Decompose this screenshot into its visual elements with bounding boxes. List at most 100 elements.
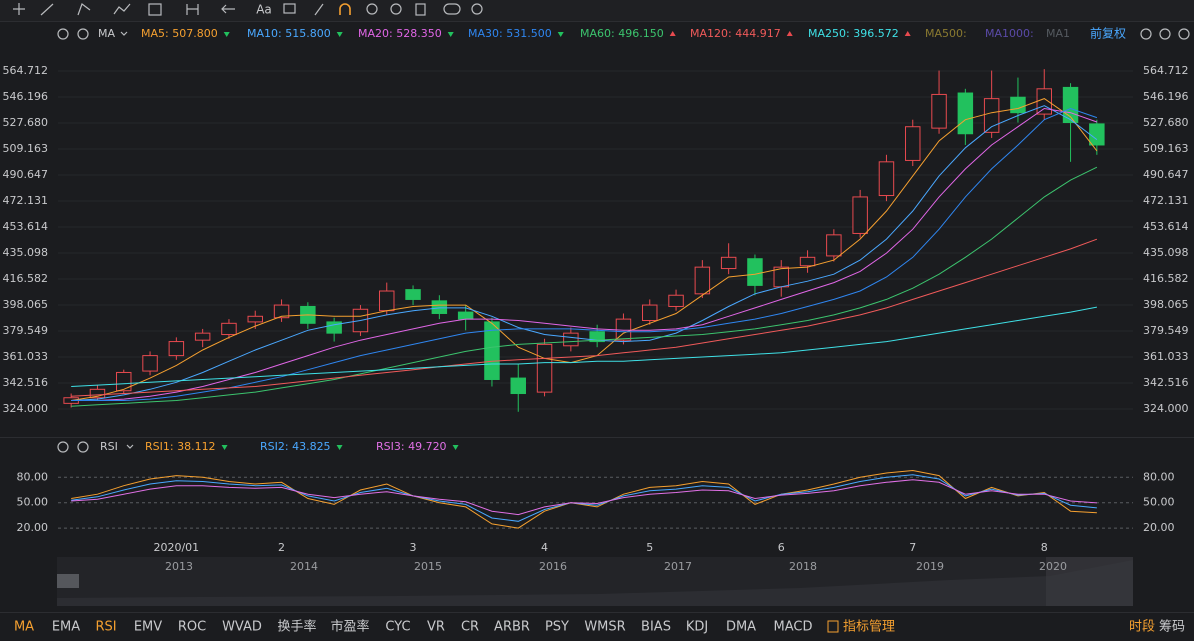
- tab[interactable]: WVAD: [222, 620, 262, 635]
- trend-arrow: [336, 32, 343, 37]
- tab[interactable]: ROC: [178, 620, 206, 635]
- tab[interactable]: EMA: [52, 620, 80, 635]
- wave-tool[interactable]: [113, 3, 131, 15]
- manage-icon: [827, 620, 839, 633]
- zoom-out[interactable]: [1159, 28, 1171, 40]
- channel-tool[interactable]: [77, 3, 91, 16]
- tab[interactable]: RSI: [95, 620, 116, 635]
- tab[interactable]: WMSR: [584, 620, 625, 635]
- trend-arrow: [223, 32, 230, 37]
- legend-entry-inactive: MA500:: [925, 27, 967, 40]
- year-label: 2015: [414, 560, 442, 573]
- tab[interactable]: DMA: [726, 620, 756, 635]
- tab[interactable]: 指标管理: [843, 620, 895, 635]
- dropdown[interactable]: [126, 444, 134, 449]
- legend-entry-inactive: MA1: [1046, 27, 1070, 40]
- series-line: [71, 105, 1098, 401]
- arrow-tool[interactable]: [221, 4, 235, 14]
- tab[interactable]: 时段: [1129, 620, 1155, 635]
- lock-tool[interactable]: [366, 3, 378, 15]
- legend-entry: MA30: 531.500: [468, 27, 552, 40]
- settings-tool[interactable]: [471, 3, 483, 15]
- crosshair-tool[interactable]: [13, 3, 25, 15]
- visibility-tool[interactable]: [390, 3, 402, 15]
- panel-close[interactable]: [77, 441, 89, 453]
- y-tick-label: 472.131: [1143, 194, 1189, 207]
- navigator-handle[interactable]: [57, 574, 79, 588]
- trend-arrow: [557, 32, 564, 37]
- panel-close[interactable]: [77, 28, 89, 40]
- legend-entry: MA20: 528.350: [358, 27, 442, 40]
- x-tick-label: 4: [541, 541, 548, 554]
- series-line: [71, 238, 1098, 397]
- tab[interactable]: 筹码: [1159, 619, 1185, 635]
- measure-tool[interactable]: [186, 4, 199, 15]
- text-tool[interactable]: Aa: [256, 3, 272, 17]
- tab[interactable]: EMV: [134, 620, 162, 635]
- panel-settings[interactable]: [57, 441, 69, 453]
- y-tick-label: 379.549: [3, 324, 49, 337]
- legend-entry: MA10: 515.800: [247, 27, 331, 40]
- note-tool[interactable]: [283, 3, 296, 14]
- y-tick-label: 509.163: [3, 142, 49, 155]
- tab[interactable]: MA: [14, 620, 34, 635]
- tab[interactable]: BIAS: [641, 620, 671, 635]
- legend-entry: MA250: 396.572: [808, 27, 899, 40]
- panel-settings[interactable]: [57, 28, 69, 40]
- y-tick-label: 80.00: [17, 470, 49, 483]
- candle-body: [326, 321, 342, 334]
- candle-body: [563, 332, 579, 347]
- delete-tool[interactable]: [415, 3, 426, 16]
- y-tick-label: 342.516: [3, 376, 49, 389]
- pen-tool[interactable]: [314, 3, 324, 16]
- tab[interactable]: 换手率: [277, 619, 316, 635]
- candle-body: [168, 341, 185, 357]
- tab[interactable]: KDJ: [686, 620, 708, 635]
- candle-body: [1010, 96, 1026, 114]
- y-tick-label: 564.712: [1143, 64, 1189, 77]
- line-tool[interactable]: [40, 3, 54, 16]
- legend-entry: MA60: 496.150: [580, 27, 664, 40]
- trend-arrow: [336, 445, 343, 450]
- series-line: [71, 166, 1098, 407]
- candle-body: [457, 311, 474, 320]
- x-tick-label: 2020/01: [153, 541, 199, 554]
- y-tick-label: 453.614: [1143, 220, 1189, 233]
- y-tick-label: 546.196: [1143, 90, 1189, 103]
- tab[interactable]: ARBR: [494, 620, 530, 635]
- tab[interactable]: MACD: [774, 620, 813, 635]
- y-tick-label: 50.00: [17, 496, 49, 509]
- year-label: 2014: [290, 560, 318, 573]
- y-tick-label: 416.582: [3, 272, 49, 285]
- tab[interactable]: CR: [461, 620, 479, 635]
- candle-body: [747, 258, 763, 286]
- tab[interactable]: CYC: [385, 620, 410, 635]
- y-tick-label: 398.065: [3, 298, 49, 311]
- candle-body: [983, 98, 1000, 133]
- dropdown[interactable]: [120, 31, 128, 36]
- magnet-tool[interactable]: [339, 3, 351, 15]
- tab[interactable]: PSY: [545, 620, 569, 635]
- panel-menu[interactable]: [1178, 28, 1190, 40]
- y-tick-label: 20.00: [17, 521, 49, 534]
- candle-body: [694, 266, 711, 295]
- adjust-mode[interactable]: 前复权: [1090, 26, 1126, 41]
- navigator-area: [57, 560, 1133, 606]
- tab[interactable]: VR: [427, 620, 445, 635]
- candle-body: [510, 377, 526, 395]
- y-tick-label: 435.098: [3, 246, 49, 259]
- tab[interactable]: 市盈率: [330, 619, 369, 635]
- x-tick-label: 5: [646, 541, 653, 554]
- legend-entry: RSI2: 43.825: [260, 440, 331, 453]
- series-line: [71, 474, 1097, 522]
- y-tick-label: 472.131: [3, 194, 49, 207]
- zoom-in[interactable]: [1140, 28, 1152, 40]
- fib-tool[interactable]: [148, 3, 162, 16]
- y-tick-label: 361.033: [3, 350, 49, 363]
- series-line: [71, 469, 1097, 529]
- candle-body: [720, 256, 737, 270]
- navigator-window[interactable]: [1046, 557, 1133, 606]
- compare-tool[interactable]: [443, 3, 461, 15]
- y-tick-label: 509.163: [1143, 142, 1189, 155]
